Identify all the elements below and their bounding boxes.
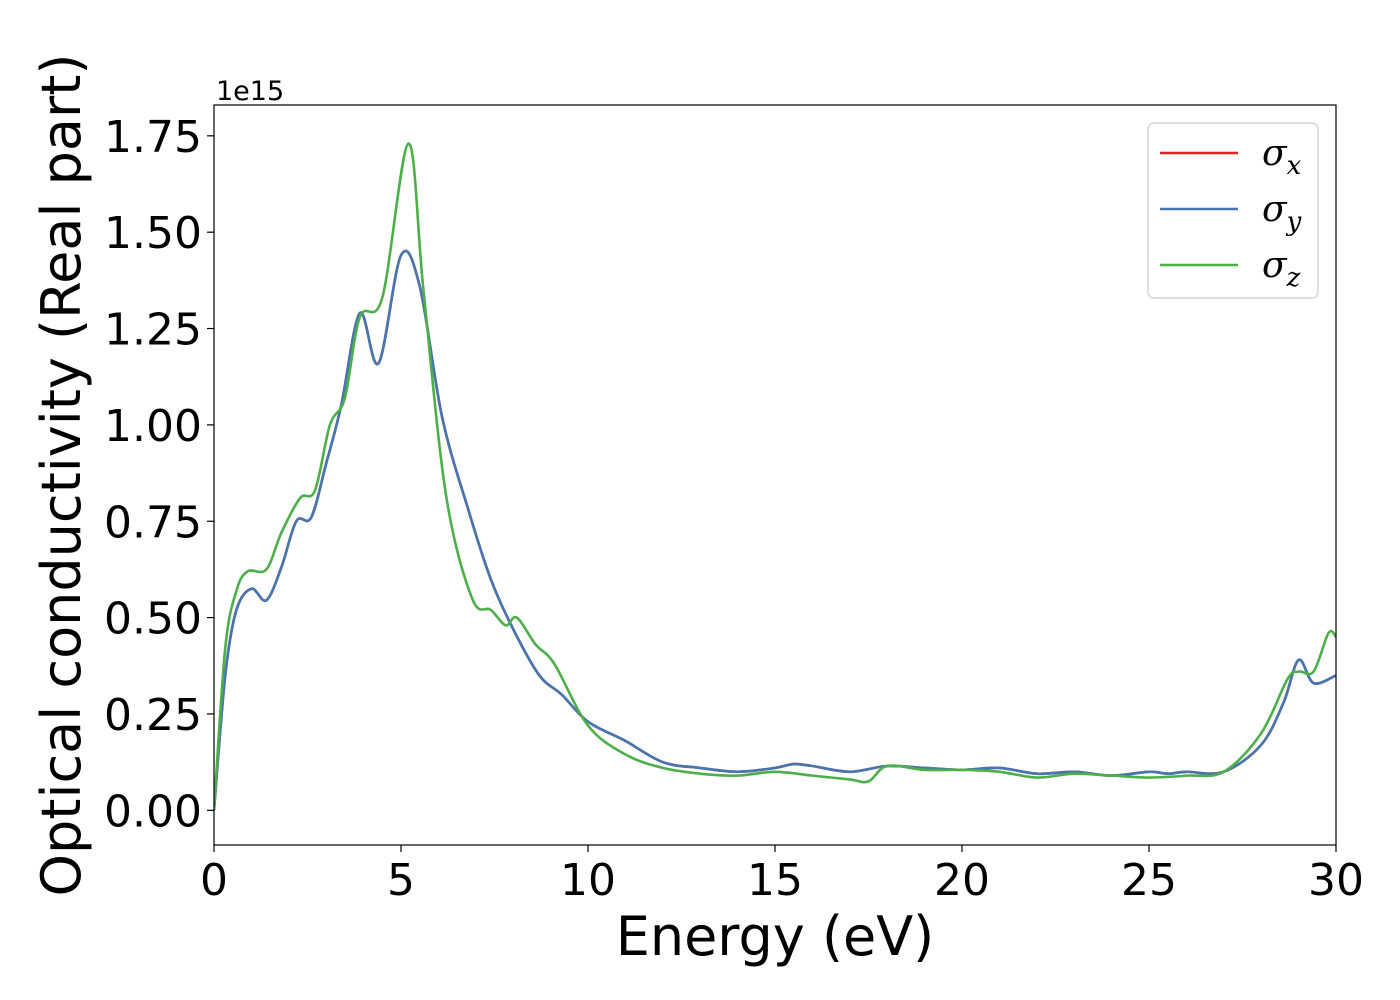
y-offset-label: 1e15 (216, 76, 284, 107)
series-line-z (214, 142, 1336, 811)
x-tick-label: 20 (934, 855, 990, 906)
x-tick-label: 5 (387, 855, 415, 906)
x-axis-title: Energy (eV) (616, 905, 935, 968)
y-tick-label: 1.50 (104, 208, 202, 259)
y-tick-label: 1.75 (104, 112, 202, 163)
y-tick-label: 0.25 (104, 690, 202, 741)
y-axis-title: Optical conductivity (Real part) (30, 54, 93, 897)
y-tick-label: 0.50 (104, 594, 202, 645)
legend-label-sub: x (1287, 151, 1302, 181)
legend-label-sub: z (1286, 263, 1301, 293)
y-tick-label: 1.25 (104, 305, 202, 356)
y-tick-label: 0.00 (104, 786, 202, 837)
series-layer (214, 142, 1336, 811)
x-tick-label: 0 (200, 855, 228, 906)
legend-label-sub: y (1286, 207, 1302, 237)
legend-label-base: σ (1262, 245, 1288, 286)
y-axis-ticks: 0.00 0.25 0.50 0.75 1.00 1.25 1.50 1.75 (104, 112, 214, 837)
series-line-x (214, 249, 1336, 811)
legend-label-base: σ (1262, 133, 1288, 174)
series-line-y (214, 249, 1336, 811)
x-tick-label: 30 (1308, 855, 1364, 906)
legend-label-x: σx (1262, 133, 1302, 181)
x-axis-ticks: 0 5 10 15 20 25 30 (200, 845, 1364, 906)
legend-label-z: σz (1262, 245, 1301, 293)
y-tick-label: 0.75 (104, 497, 202, 548)
x-tick-label: 25 (1121, 855, 1177, 906)
legend-label-y: σy (1262, 189, 1302, 237)
legend-box (1147, 122, 1319, 299)
x-tick-label: 10 (560, 855, 616, 906)
y-tick-label: 1.00 (104, 401, 202, 452)
x-tick-label: 15 (747, 855, 803, 906)
legend-label-base: σ (1262, 189, 1288, 230)
